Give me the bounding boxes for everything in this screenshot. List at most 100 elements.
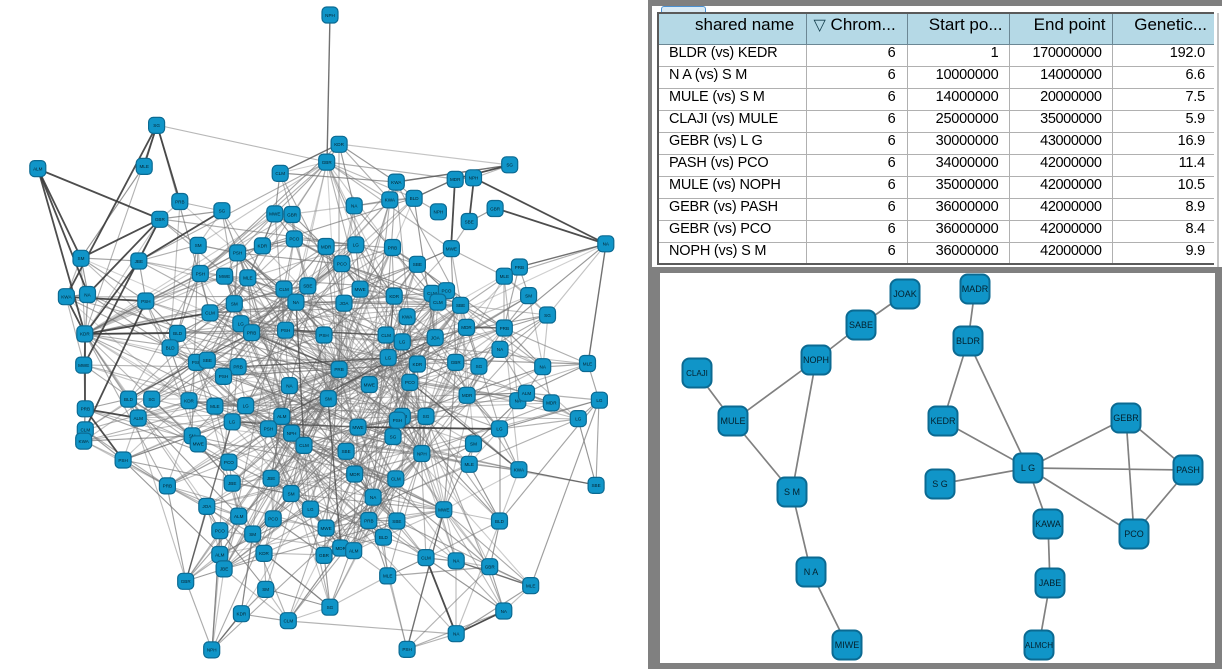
svg-text:NA: NA [497,347,504,352]
svg-text:SG: SG [476,364,483,369]
svg-text:CLM: CLM [283,619,293,624]
svg-text:MWE: MWE [269,212,280,217]
svg-text:NPH: NPH [325,13,335,18]
svg-text:SBE: SBE [203,358,212,363]
svg-text:PSH: PSH [219,374,228,379]
svg-text:PSH: PSH [118,458,127,463]
svg-text:ALM: ALM [522,391,532,396]
svg-text:GBR: GBR [319,553,330,558]
svg-text:BLD: BLD [124,397,134,402]
svg-text:JBE: JBE [220,567,228,572]
svg-text:S G: S G [932,479,948,489]
svg-text:SBE: SBE [465,219,474,224]
svg-text:NA: NA [453,632,460,637]
svg-text:SM: SM [195,243,202,248]
svg-text:NA: NA [351,204,358,209]
svg-text:BLD: BLD [379,535,389,540]
svg-text:JOA: JOA [202,504,212,509]
svg-text:ALM: ALM [277,414,287,419]
svg-text:MDR: MDR [321,244,332,249]
svg-text:MWE: MWE [354,287,365,292]
svg-text:JBE: JBE [267,476,275,481]
svg-text:NPH: NPH [287,431,297,436]
svg-text:PRB: PRB [515,265,524,270]
svg-text:KDR: KDR [334,142,344,147]
svg-text:KEDR: KEDR [930,416,956,426]
svg-text:ALM: ALM [234,514,244,519]
svg-text:LG: LG [229,420,236,425]
svg-text:CLM: CLM [433,300,443,305]
svg-text:SM: SM [325,396,332,401]
svg-text:MLE: MLE [500,274,509,279]
svg-text:SG: SG [219,209,226,214]
svg-text:KWA: KWA [402,315,413,320]
svg-text:SM: SM [231,302,238,307]
svg-text:GBR: GBR [287,212,298,217]
svg-text:CLM: CLM [381,333,391,338]
svg-text:KDR: KDR [258,244,268,249]
svg-text:SM: SM [249,532,256,537]
svg-text:NA: NA [84,292,91,297]
svg-text:BLD: BLD [173,331,183,336]
svg-text:MDR: MDR [462,393,473,398]
svg-text:ALM: ALM [133,416,143,421]
svg-text:BLD: BLD [495,519,505,524]
svg-text:MWE: MWE [352,425,363,430]
svg-text:PRB: PRB [364,518,373,523]
svg-text:BLD: BLD [166,346,176,351]
svg-text:MWE: MWE [446,246,457,251]
svg-text:LG: LG [353,243,360,248]
svg-text:CLM: CLM [391,477,401,482]
svg-text:CLM: CLM [427,291,437,296]
svg-text:MWE: MWE [219,274,230,279]
svg-text:KAWA: KAWA [1035,519,1061,529]
svg-text:NPH: NPH [469,176,479,181]
svg-text:SG: SG [327,605,334,610]
svg-text:PRB: PRB [334,367,343,372]
svg-text:JABE: JABE [1039,578,1062,588]
svg-text:MWE: MWE [438,508,449,513]
svg-text:SG: SG [153,123,160,128]
svg-text:PSH: PSH [264,427,273,432]
svg-text:PRB: PRB [163,484,172,489]
svg-text:MLE: MLE [383,574,392,579]
svg-text:MLE: MLE [243,276,252,281]
svg-text:KWA: KWA [385,198,396,203]
svg-text:GBR: GBR [451,360,462,365]
svg-text:MLE: MLE [526,583,535,588]
svg-text:SG: SG [148,397,155,402]
svg-text:PSH: PSH [192,360,201,365]
svg-text:NPH: NPH [417,451,427,456]
svg-text:S M: S M [784,487,800,497]
svg-text:PSH: PSH [393,418,402,423]
svg-text:SG: SG [423,414,430,419]
svg-text:NOPH: NOPH [803,355,829,365]
svg-text:SM: SM [525,293,532,298]
svg-text:CLM: CLM [279,287,289,292]
svg-text:NA: NA [515,399,522,404]
svg-text:JOAK: JOAK [893,289,917,299]
svg-text:KWA: KWA [514,468,525,473]
svg-text:SM: SM [262,587,269,592]
svg-text:MWE: MWE [364,382,375,387]
svg-text:SM: SM [78,256,85,261]
svg-text:CLM: CLM [205,311,215,316]
svg-text:JBE: JBE [135,259,143,264]
svg-text:LG: LG [238,322,245,327]
svg-text:SABE: SABE [849,320,873,330]
svg-text:N A: N A [804,567,819,577]
svg-text:KWA: KWA [391,180,402,185]
svg-text:L G: L G [1021,463,1035,473]
svg-text:SBE: SBE [341,449,350,454]
svg-text:PCO: PCO [268,517,278,522]
svg-text:PCO: PCO [405,380,415,385]
svg-text:MDR: MDR [349,472,360,477]
svg-text:KDR: KDR [259,551,269,556]
svg-text:MDR: MDR [461,325,472,330]
svg-text:MDR: MDR [450,177,461,182]
svg-text:NA: NA [370,495,377,500]
svg-text:LG: LG [243,403,250,408]
svg-text:NA: NA [540,365,547,370]
svg-text:PSH: PSH [196,271,205,276]
svg-text:SBE: SBE [456,303,465,308]
